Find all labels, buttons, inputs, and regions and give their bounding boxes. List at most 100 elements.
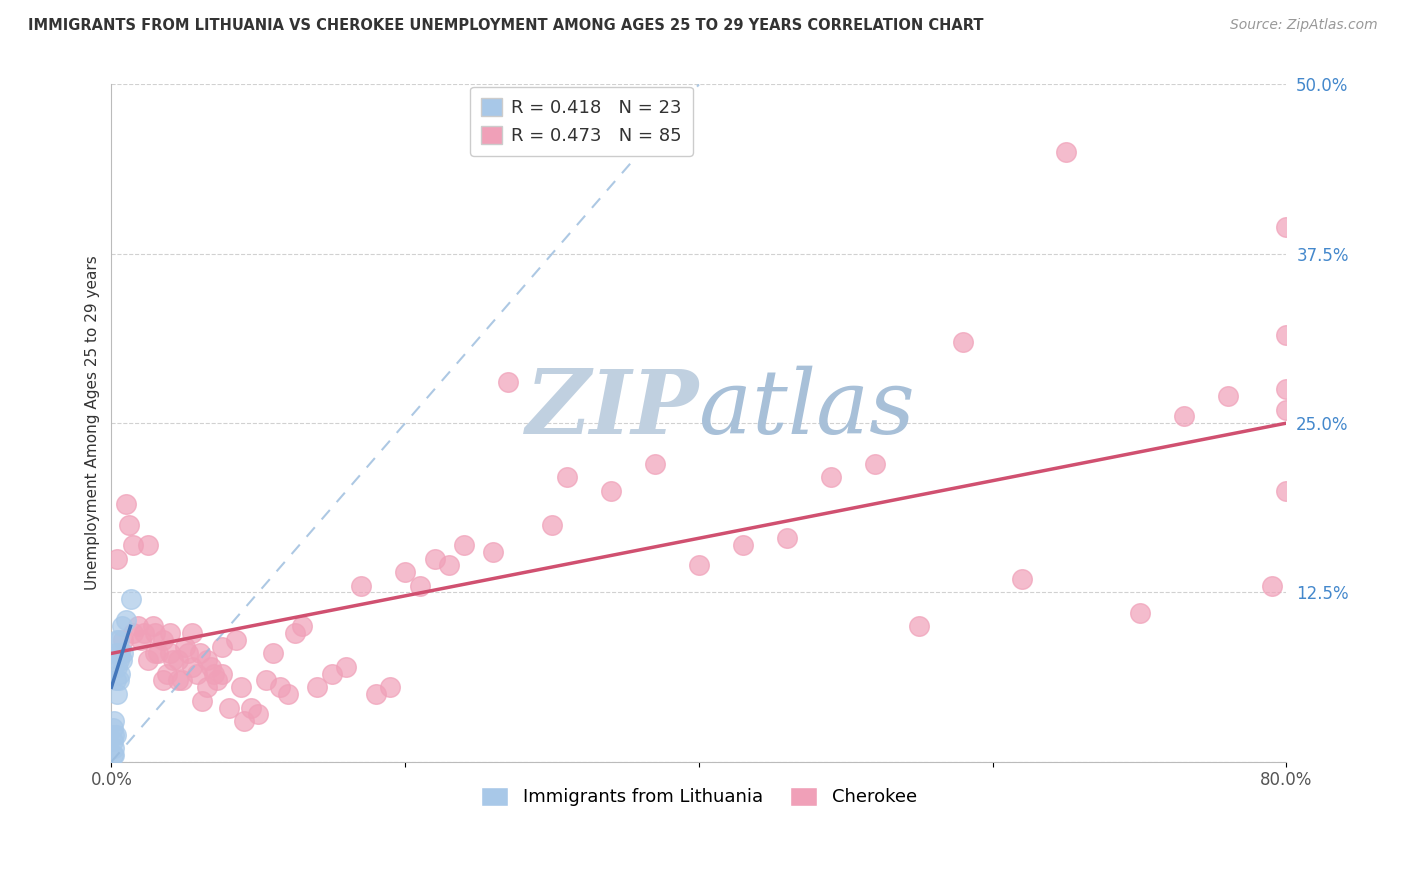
Point <box>776 531 799 545</box>
Point <box>599 483 621 498</box>
Point <box>145 626 167 640</box>
Point <box>305 680 328 694</box>
Point <box>177 647 200 661</box>
Point <box>122 626 145 640</box>
Point <box>186 666 208 681</box>
Point <box>453 538 475 552</box>
Point <box>409 579 432 593</box>
Point <box>232 714 254 728</box>
Point <box>952 334 974 349</box>
Point <box>122 538 145 552</box>
Point <box>1261 579 1284 593</box>
Point <box>394 565 416 579</box>
Point <box>291 619 314 633</box>
Point <box>439 558 461 573</box>
Point <box>202 666 225 681</box>
Point <box>112 647 135 661</box>
Point <box>145 647 167 661</box>
Point <box>1216 389 1239 403</box>
Text: atlas: atlas <box>699 366 915 453</box>
Point <box>731 538 754 552</box>
Point <box>152 673 174 688</box>
Point <box>1011 572 1033 586</box>
Point <box>321 666 343 681</box>
Point <box>1275 382 1298 396</box>
Point <box>173 640 195 654</box>
Point <box>555 470 578 484</box>
Point <box>111 653 134 667</box>
Point <box>136 538 159 552</box>
Point <box>105 632 128 647</box>
Text: IMMIGRANTS FROM LITHUANIA VS CHEROKEE UNEMPLOYMENT AMONG AGES 25 TO 29 YEARS COR: IMMIGRANTS FROM LITHUANIA VS CHEROKEE UN… <box>28 18 984 33</box>
Point <box>166 653 188 667</box>
Point <box>269 680 291 694</box>
Point <box>118 517 141 532</box>
Text: ZIP: ZIP <box>526 367 699 453</box>
Point <box>105 551 128 566</box>
Point <box>104 673 127 688</box>
Point <box>159 647 181 661</box>
Point <box>129 632 152 647</box>
Point <box>482 545 505 559</box>
Point <box>120 592 142 607</box>
Point <box>1275 483 1298 498</box>
Point <box>350 579 373 593</box>
Point <box>229 680 252 694</box>
Point <box>103 741 125 756</box>
Point <box>105 660 128 674</box>
Point <box>115 497 138 511</box>
Point <box>284 626 307 640</box>
Point <box>364 687 387 701</box>
Point <box>107 653 129 667</box>
Point <box>103 714 125 728</box>
Point <box>541 517 564 532</box>
Point <box>247 707 270 722</box>
Point <box>112 632 135 647</box>
Point <box>211 666 233 681</box>
Point <box>1275 402 1298 417</box>
Point <box>166 673 188 688</box>
Point <box>170 673 193 688</box>
Point <box>211 640 233 654</box>
Point <box>863 457 886 471</box>
Point <box>200 660 222 674</box>
Point <box>195 653 218 667</box>
Point <box>1275 328 1298 343</box>
Point <box>111 619 134 633</box>
Point <box>262 647 284 661</box>
Point <box>1173 409 1195 424</box>
Point <box>195 680 218 694</box>
Point <box>181 660 204 674</box>
Point <box>335 660 357 674</box>
Point <box>107 673 129 688</box>
Point <box>132 626 155 640</box>
Point <box>127 619 149 633</box>
Point <box>820 470 842 484</box>
Point <box>191 694 214 708</box>
Point <box>496 376 519 390</box>
Point <box>239 700 262 714</box>
Point <box>136 653 159 667</box>
Point <box>141 619 163 633</box>
Point <box>225 632 247 647</box>
Point <box>644 457 666 471</box>
Point <box>1129 606 1152 620</box>
Point <box>107 632 129 647</box>
Point <box>104 728 127 742</box>
Point <box>181 626 204 640</box>
Point <box>254 673 277 688</box>
Point <box>423 551 446 566</box>
Point <box>205 673 228 688</box>
Point <box>103 728 125 742</box>
Point <box>104 647 127 661</box>
Point <box>152 632 174 647</box>
Point <box>159 626 181 640</box>
Point <box>908 619 931 633</box>
Point <box>162 653 184 667</box>
Point <box>115 613 138 627</box>
Point <box>277 687 299 701</box>
Point <box>105 687 128 701</box>
Y-axis label: Unemployment Among Ages 25 to 29 years: Unemployment Among Ages 25 to 29 years <box>86 256 100 591</box>
Point <box>156 666 179 681</box>
Point <box>110 647 132 661</box>
